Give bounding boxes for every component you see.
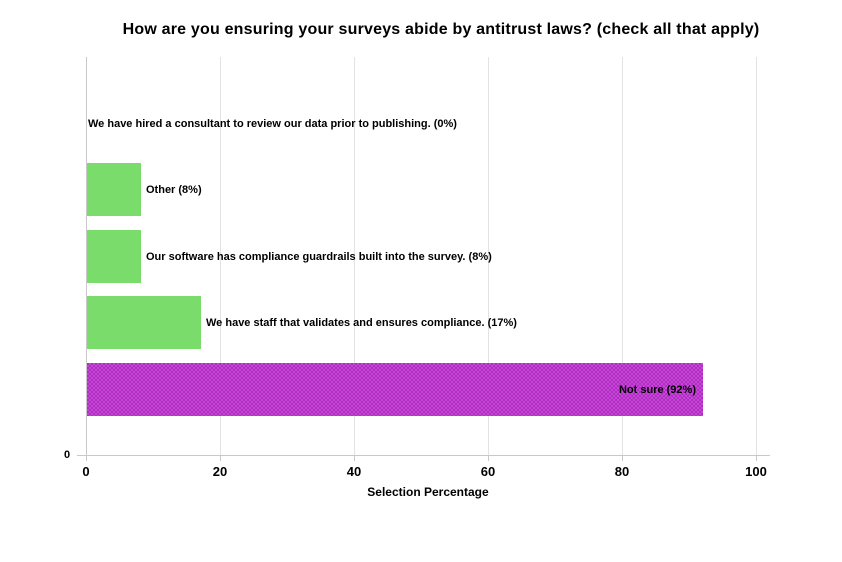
x-tick-label: 80	[614, 464, 630, 479]
bar-label: Other (8%)	[146, 184, 202, 196]
x-tick-mark	[756, 456, 757, 461]
x-axis-line	[86, 455, 770, 456]
y-axis-zero-label: 0	[64, 449, 71, 461]
x-tick-mark	[488, 456, 489, 461]
x-tick-label: 60	[480, 464, 496, 479]
x-tick-mark	[354, 456, 355, 461]
gridline	[354, 57, 355, 455]
bar-label: We have hired a consultant to review our…	[88, 118, 457, 130]
plot-area: 0 0 20 40 60 80 100 We have hired a consultant…	[64, 57, 770, 479]
x-tick-label: 100	[745, 464, 767, 479]
x-tick-mark	[622, 456, 623, 461]
bar	[87, 230, 141, 283]
bar-label: Our software has compliance guardrails b…	[146, 251, 492, 263]
x-tick-label: 20	[212, 464, 228, 479]
x-tick-mark	[86, 456, 87, 461]
bar	[87, 163, 141, 216]
gridline	[488, 57, 489, 455]
y-axis-line	[86, 57, 87, 456]
gridline	[220, 57, 221, 455]
chart-title: How are you ensuring your surveys abide …	[122, 21, 760, 38]
x-tick-label: 0	[82, 464, 90, 479]
x-tick-mark	[220, 456, 221, 461]
x-tick-label: 40	[346, 464, 362, 479]
y-axis-zero-tick	[77, 455, 86, 456]
gridline	[756, 57, 757, 455]
bar-label: Not sure (92%)	[618, 384, 696, 396]
bar	[87, 363, 703, 416]
bar	[87, 296, 201, 349]
x-axis-title: Selection Percentage	[367, 485, 489, 499]
gridline	[622, 57, 623, 455]
bar-label: We have staff that validates and ensures…	[206, 317, 517, 329]
